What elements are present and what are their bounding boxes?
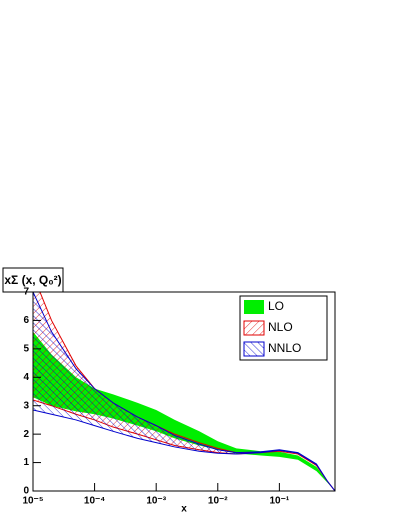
- plot-area: [33, 292, 335, 491]
- y-tick-label: 4: [23, 372, 29, 383]
- x-axis-label: x: [181, 504, 187, 515]
- y-tick-label: 5: [23, 343, 29, 354]
- x-tick-label: 10⁻³: [146, 496, 166, 507]
- legend-swatch: [243, 341, 265, 357]
- legend-swatch: [243, 320, 265, 336]
- chart-title: xΣ (x, Q₀²): [4, 273, 61, 287]
- y-tick-label: 1: [23, 457, 29, 468]
- title-box: [2, 267, 64, 293]
- y-tick-label: 3: [23, 400, 29, 411]
- y-tick-label: 0: [23, 486, 29, 497]
- x-tick-label: 10⁻¹: [270, 496, 290, 507]
- x-tick-label: 10⁻⁴: [84, 496, 105, 507]
- x-tick-label: 10⁻²: [208, 496, 228, 507]
- band: [33, 292, 335, 491]
- frame: [32, 291, 336, 492]
- legend: LO NLO NNLO: [239, 295, 328, 361]
- legend-label: LO: [268, 299, 284, 313]
- legend-swatch: [244, 300, 264, 314]
- y-tick-label: 7: [23, 287, 29, 298]
- legend-label: NNLO: [268, 341, 301, 355]
- y-tick-label: 2: [23, 429, 29, 440]
- legend-label: NLO: [268, 320, 293, 334]
- band: [33, 331, 335, 491]
- y-tick-label: 6: [23, 315, 29, 326]
- x-tick-label: 10⁻⁵: [22, 496, 43, 507]
